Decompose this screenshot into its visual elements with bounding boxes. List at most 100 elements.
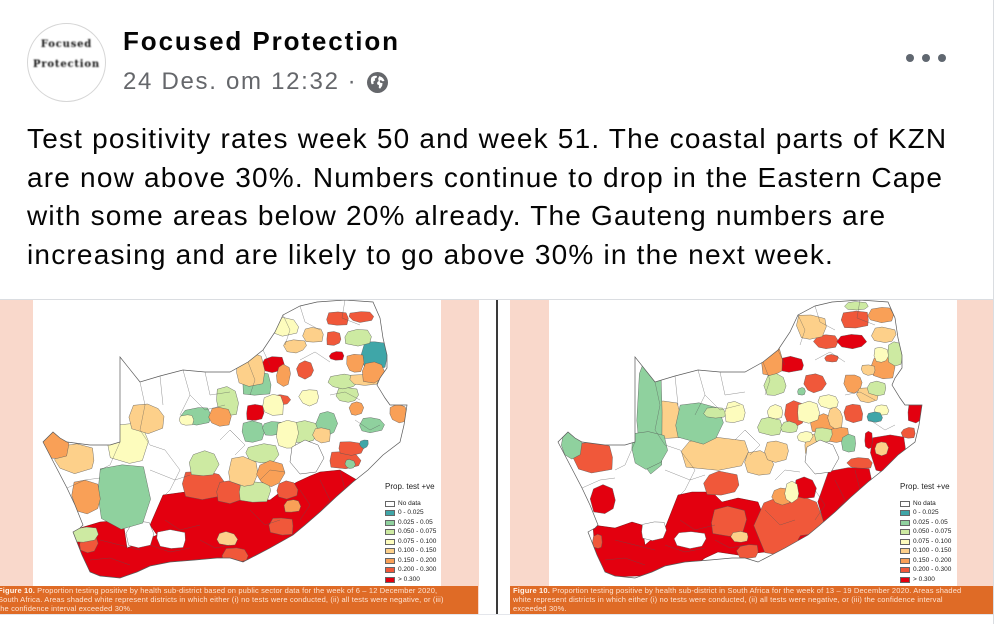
district-boundary [734, 429, 756, 441]
legend-swatch [385, 501, 395, 507]
district-boundary [99, 539, 141, 551]
district-region [873, 346, 889, 363]
caption-line: exceeded 30%. [513, 603, 567, 613]
district-region [817, 467, 877, 541]
legend-swatch [385, 519, 395, 526]
legend-label: 0.025 - 0.05 [913, 518, 948, 526]
legend-label: 0.050 - 0.075 [913, 528, 952, 536]
district-boundary [149, 444, 181, 496]
district-region [803, 373, 827, 394]
legend-item: 0.150 - 0.200 [385, 556, 436, 565]
legend-label: 0.100 - 0.150 [913, 547, 952, 555]
image-page-margin [0, 300, 33, 614]
legend-label: 0 - 0.025 [913, 509, 939, 517]
district-boundary [614, 441, 636, 471]
south-africa-map-week-51 [557, 300, 923, 579]
district-region [866, 380, 887, 397]
legend-swatch [385, 576, 395, 583]
avatar-logo-text: Focused Protection [28, 35, 105, 75]
district-boundary [814, 351, 846, 363]
district-boundary [149, 469, 191, 481]
district-boundary [764, 509, 796, 526]
district-boundary [149, 544, 191, 553]
district-boundary [814, 489, 826, 521]
district-boundary [797, 314, 806, 346]
legend-item: 0.050 - 0.075 [900, 528, 951, 537]
district-region [276, 480, 299, 500]
district-region [346, 354, 365, 373]
legend-label: No data [913, 500, 936, 507]
district-boundary [139, 381, 151, 446]
district-region [673, 531, 707, 549]
media-top-border [0, 299, 993, 300]
district-region [796, 431, 814, 443]
legend-label: 0.050 - 0.075 [398, 528, 437, 536]
district-boundary [247, 361, 256, 396]
district-region [870, 434, 907, 474]
post-card-border [993, 0, 994, 624]
district-boundary [762, 361, 771, 396]
district-region [797, 400, 820, 424]
caption-line: Figure 10. Proportion testing positive b… [513, 586, 961, 596]
district-region [302, 327, 324, 343]
district-region [796, 314, 827, 340]
district-region [362, 361, 385, 384]
legend-item: 0.025 - 0.05 [900, 518, 948, 527]
district-region [72, 526, 99, 543]
district-region [241, 420, 265, 443]
timestamp[interactable]: 24 Des. om 12:32 [123, 68, 340, 95]
legend-swatch [385, 529, 395, 536]
district-boundary [654, 381, 666, 446]
district-region [208, 407, 232, 427]
district-boundary [219, 429, 241, 441]
district-region [824, 354, 839, 363]
district-boundary [674, 375, 679, 406]
legend-swatch [385, 557, 395, 564]
author-name[interactable]: Focused Protection [123, 26, 400, 56]
district-region [836, 334, 867, 350]
legend-swatch [385, 567, 395, 574]
district-boundary [299, 305, 321, 331]
district-region [844, 301, 869, 311]
legend-item: > 0.300 [385, 575, 420, 584]
caption-line: the confidence interval exceeded 30%. [0, 603, 133, 613]
district-boundary [581, 477, 616, 489]
legend-item: 0.050 - 0.075 [385, 528, 436, 537]
legend-swatch [900, 510, 910, 517]
figure-caption: Figure 10. Proportion testing positive b… [510, 586, 993, 614]
district-region [860, 364, 876, 376]
map-image-week-51[interactable]: Prop. test +ve No data 0 - 0.025 0.025 - 0… [498, 300, 993, 614]
district-region [326, 311, 349, 326]
district-boundary [199, 539, 231, 549]
globe-icon[interactable] [367, 71, 389, 93]
district-boundary [299, 351, 331, 363]
district-boundary [89, 557, 131, 566]
district-region [128, 403, 165, 434]
district-boundary [869, 419, 896, 431]
legend-swatch [385, 510, 395, 517]
district-boundary [99, 441, 121, 471]
legend-label: 0.150 - 0.200 [913, 556, 952, 564]
district-boundary [354, 419, 381, 431]
map-outline [557, 300, 923, 579]
legend-swatch [385, 538, 395, 545]
lesotho-region [289, 439, 325, 475]
meta-separator: · [347, 68, 358, 95]
legend-swatch [900, 567, 910, 574]
legend-swatch [900, 501, 910, 507]
legend-item: 0.150 - 0.200 [900, 556, 951, 565]
legend-item: 0.075 - 0.100 [385, 537, 436, 546]
district-region [256, 460, 286, 488]
district-region [276, 363, 291, 387]
district-region [724, 401, 746, 423]
south-africa-map-week-50 [42, 300, 408, 579]
district-region [757, 417, 783, 436]
district-region [797, 387, 806, 396]
district-boundary [679, 519, 716, 531]
district-region [221, 547, 249, 564]
more-options-button[interactable] [906, 50, 946, 66]
district-region [641, 521, 667, 541]
map-image-week-50[interactable]: Prop. test +ve No data 0 - 0.025 0.025 - 0… [0, 300, 496, 614]
avatar[interactable]: Focused Protection [27, 23, 106, 102]
district-region [871, 326, 897, 343]
